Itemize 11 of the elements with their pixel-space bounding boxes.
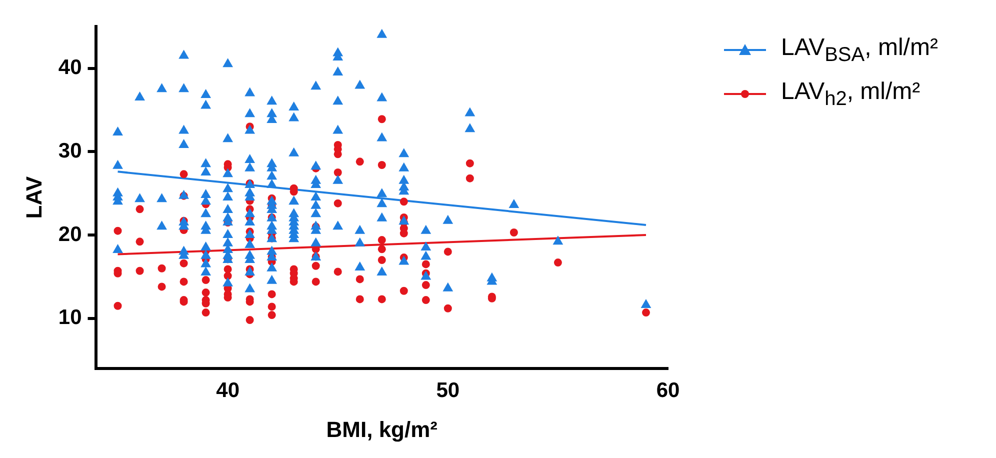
x-tick-label: 50 <box>436 378 460 402</box>
y-axis-title: LAV <box>21 176 46 219</box>
legend-label: LAV$_{BSA}$, ml/m² <box>781 34 938 66</box>
x-tick-label: 60 <box>656 378 680 402</box>
legend-label: LAV$_{h2}$, ml/m² <box>781 78 920 110</box>
x-tick-label: 40 <box>216 378 240 402</box>
y-tick-label: 20 <box>58 222 82 246</box>
y-tick-label: 30 <box>58 139 82 162</box>
y-tick-label: 40 <box>58 56 82 80</box>
x-axis-title: BMI, kg/m² <box>326 416 438 442</box>
y-tick-label: 10 <box>58 306 82 330</box>
